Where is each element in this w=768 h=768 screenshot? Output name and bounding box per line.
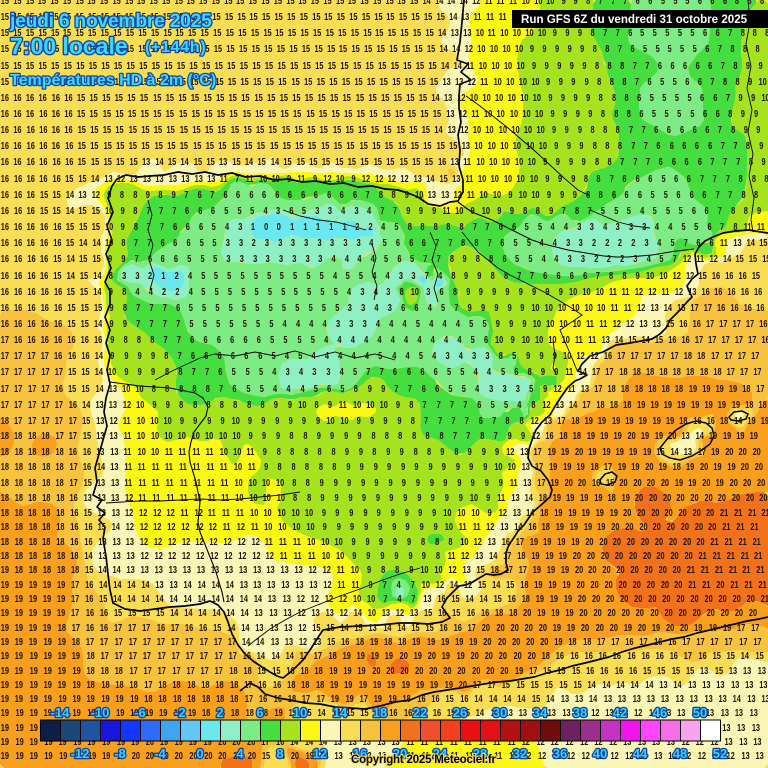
svg-text:18: 18 [373, 705, 387, 720]
svg-text:42: 42 [613, 705, 627, 720]
svg-text:50: 50 [693, 705, 707, 720]
svg-text:34: 34 [533, 705, 548, 720]
svg-text:2: 2 [216, 705, 223, 720]
svg-text:16: 16 [353, 746, 367, 761]
svg-text:10: 10 [293, 705, 307, 720]
svg-text:6: 6 [256, 705, 263, 720]
svg-text:-10: -10 [91, 705, 110, 720]
svg-text:0: 0 [196, 746, 203, 761]
svg-text:Run GFS 6Z du vendredi 31 octo: Run GFS 6Z du vendredi 31 octobre 2025 [521, 13, 748, 26]
svg-text:-14: -14 [51, 705, 71, 720]
svg-text:-4: -4 [154, 746, 166, 761]
svg-text:32: 32 [513, 746, 527, 761]
svg-text:28: 28 [473, 746, 487, 761]
svg-text:46: 46 [653, 705, 667, 720]
svg-text:48: 48 [673, 746, 687, 761]
svg-text:-6: -6 [134, 705, 146, 720]
svg-text:52: 52 [713, 746, 727, 761]
svg-text:36: 36 [553, 746, 567, 761]
svg-text:26: 26 [453, 705, 467, 720]
svg-text:8: 8 [276, 746, 283, 761]
svg-text:-12: -12 [71, 746, 90, 761]
svg-text:-8: -8 [114, 746, 126, 761]
svg-text:14: 14 [333, 705, 348, 720]
svg-text:12: 12 [313, 746, 327, 761]
svg-text:7:00 locale: 7:00 locale [10, 33, 128, 59]
svg-text:38: 38 [573, 705, 587, 720]
svg-text:22: 22 [413, 705, 427, 720]
svg-text:30: 30 [493, 705, 507, 720]
svg-text:Copyright 2025 Meteociel.fr: Copyright 2025 Meteociel.fr [351, 754, 497, 766]
svg-text:Températures HD à 2m (°C): Températures HD à 2m (°C) [10, 72, 216, 89]
svg-text:20: 20 [393, 746, 407, 761]
svg-text:jeudi 6 novembre 2025: jeudi 6 novembre 2025 [9, 11, 212, 32]
svg-text:(+144h): (+144h) [145, 39, 206, 56]
svg-text:4: 4 [236, 746, 244, 761]
svg-text:-2: -2 [174, 705, 186, 720]
svg-text:44: 44 [633, 746, 648, 761]
svg-text:24: 24 [433, 746, 448, 761]
svg-text:40: 40 [593, 746, 607, 761]
